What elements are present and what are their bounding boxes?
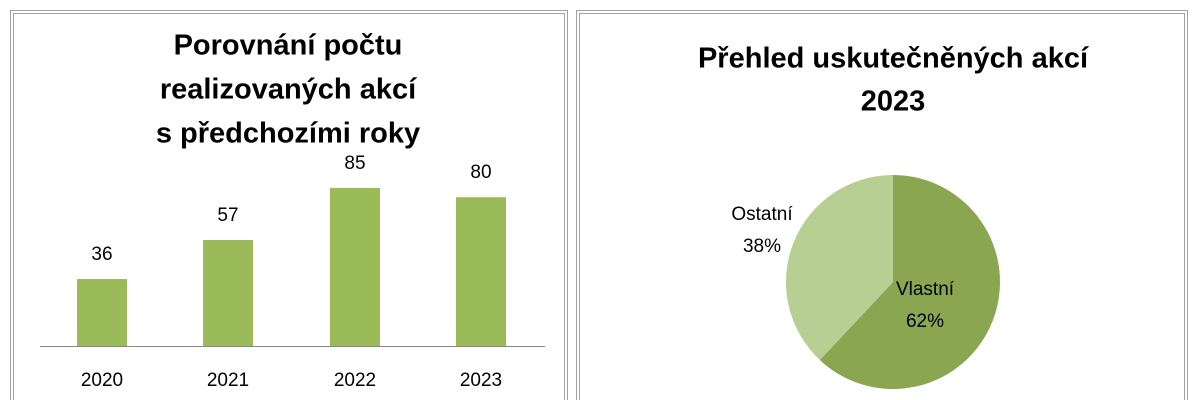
data-label: 36 [91, 244, 112, 265]
data-label: 85 [344, 153, 365, 174]
slice-label: Ostatní [731, 204, 793, 225]
data-label: 57 [217, 205, 238, 226]
x-tick-label: 2020 [81, 370, 123, 391]
slice-value: 62% [906, 311, 944, 332]
chart-title: 2023 [861, 86, 926, 118]
chart-title: realizovaných akcí [160, 74, 417, 106]
bar [203, 239, 253, 346]
slice-value: 38% [743, 236, 781, 257]
data-label: 80 [470, 162, 491, 183]
chart-title: Přehled uskutečněných akcí [698, 43, 1089, 75]
chart-title: Porovnání počtu [174, 30, 403, 62]
x-tick-label: 2022 [334, 370, 376, 391]
pie-slice [786, 174, 893, 360]
left-panel [10, 10, 568, 400]
bar [456, 197, 506, 346]
bar [77, 279, 127, 346]
bar [330, 187, 380, 346]
right-panel [576, 10, 1188, 400]
right-panel-inner [579, 13, 1185, 400]
pie-slice [819, 175, 1001, 389]
x-tick-label: 2023 [460, 370, 502, 391]
slice-label: Vlastní [896, 279, 955, 300]
x-tick-label: 2021 [207, 370, 249, 391]
left-panel-inner [13, 13, 565, 400]
chart-title: s předchozími roky [156, 118, 420, 150]
